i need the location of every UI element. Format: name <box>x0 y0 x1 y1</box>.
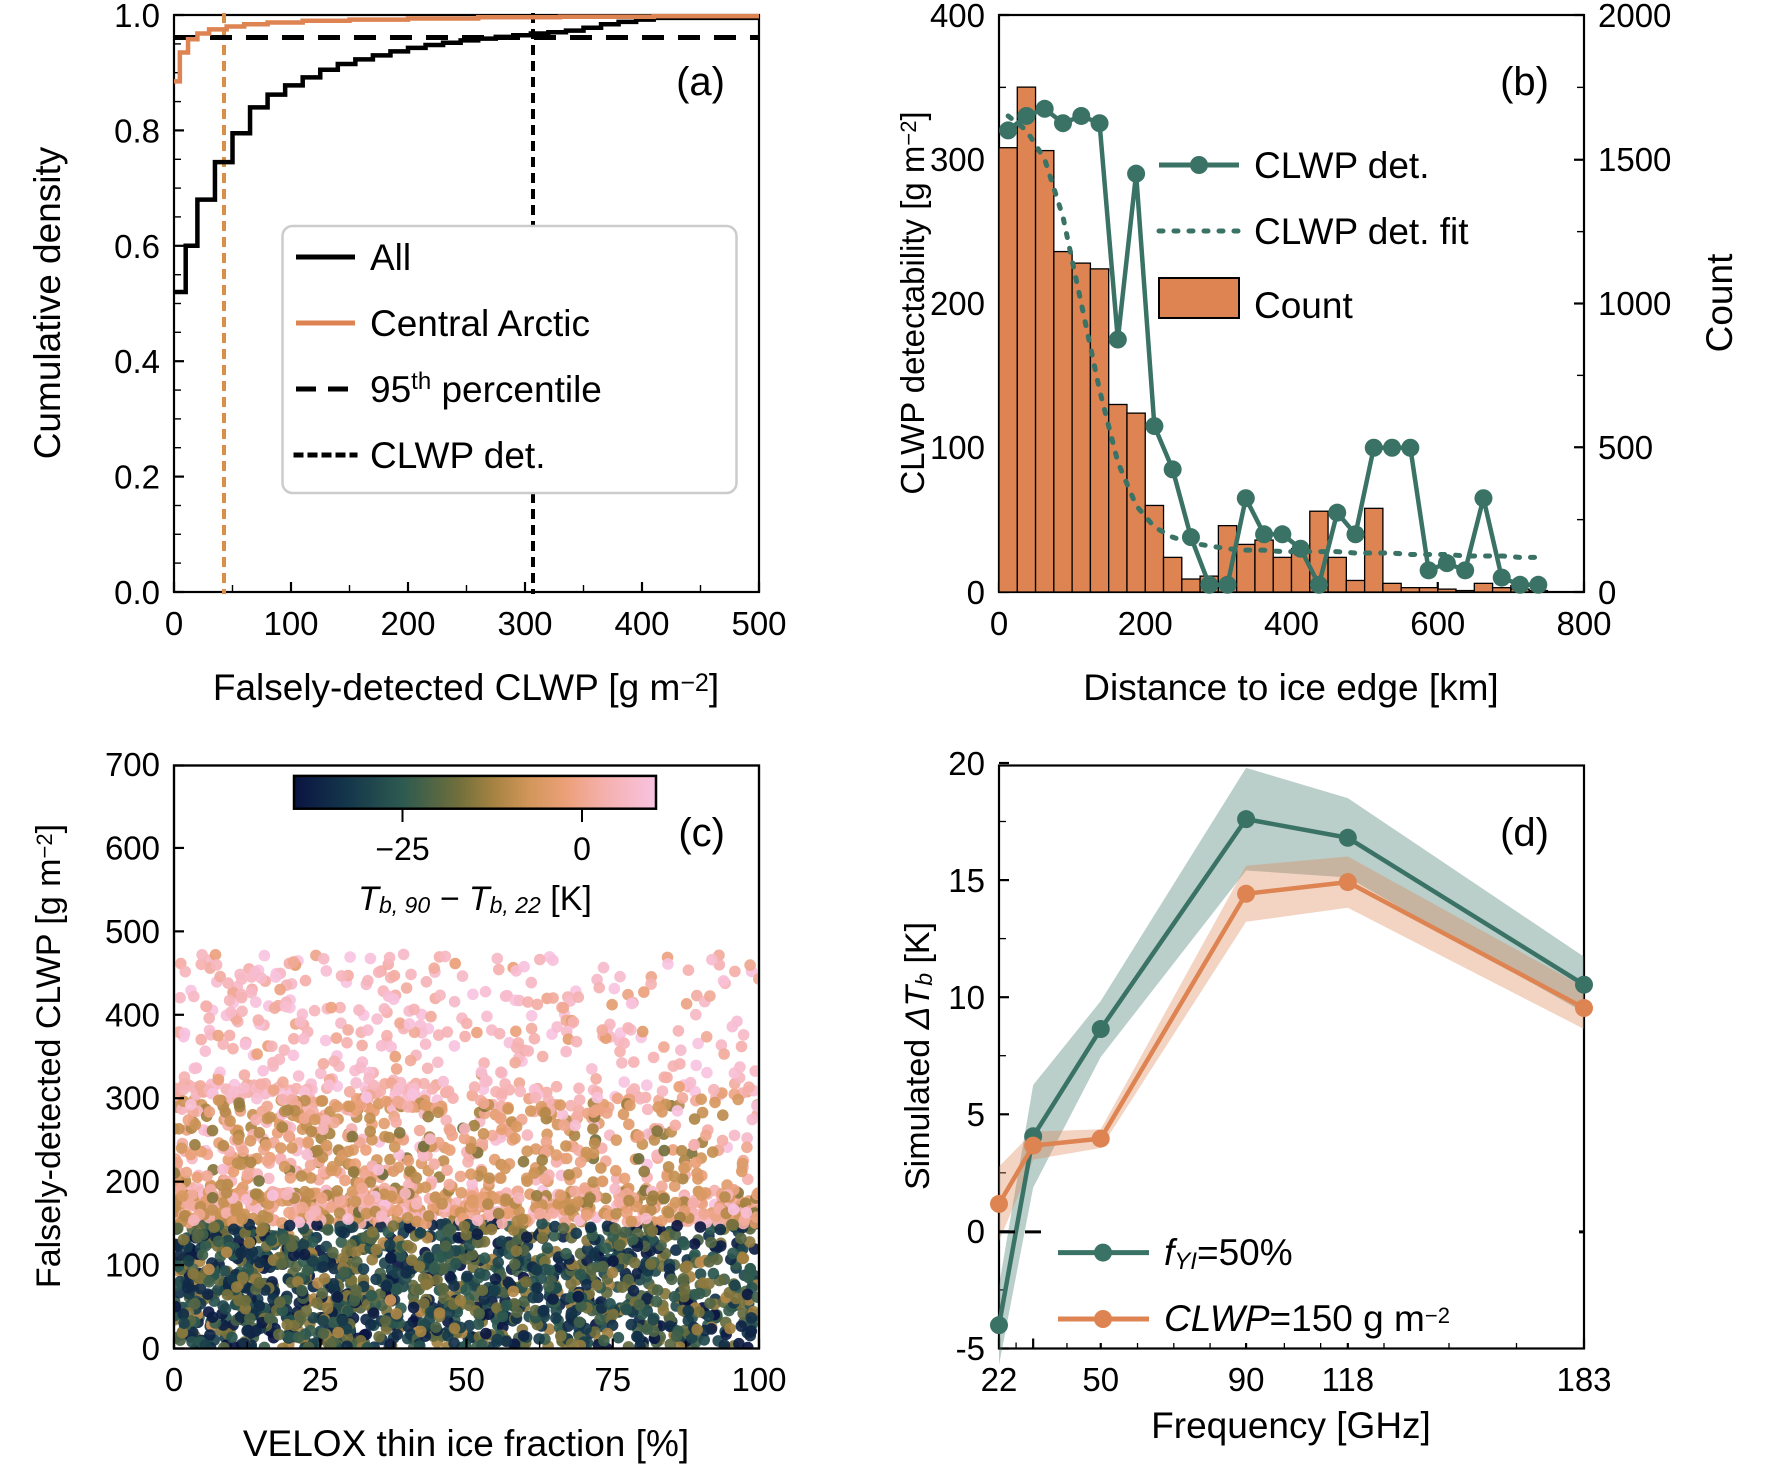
svg-text:0.0: 0.0 <box>114 574 160 611</box>
svg-text:300: 300 <box>930 141 985 178</box>
svg-text:0: 0 <box>1598 574 1616 611</box>
svg-text:100: 100 <box>105 1246 160 1283</box>
svg-text:400: 400 <box>930 0 985 34</box>
svg-text:−25: −25 <box>375 831 429 867</box>
svg-text:0: 0 <box>142 1330 160 1367</box>
svg-text:(d): (d) <box>1500 811 1549 855</box>
svg-text:10: 10 <box>948 979 985 1016</box>
svg-text:0: 0 <box>165 1361 183 1398</box>
svg-text:400: 400 <box>105 996 160 1033</box>
svg-text:VELOX thin ice fraction [%]: VELOX thin ice fraction [%] <box>243 1423 689 1464</box>
svg-text:CLWP detectability [g m−2]: CLWP detectability [g m−2] <box>894 111 931 494</box>
svg-text:Cumulative density: Cumulative density <box>27 146 68 459</box>
svg-text:CLWP det.: CLWP det. <box>1254 145 1429 186</box>
svg-text:22: 22 <box>981 1361 1018 1398</box>
svg-text:90: 90 <box>1228 1361 1265 1398</box>
svg-text:300: 300 <box>105 1079 160 1116</box>
svg-text:Distance to ice edge [km]: Distance to ice edge [km] <box>1083 667 1498 708</box>
svg-text:75: 75 <box>594 1361 631 1398</box>
svg-text:0: 0 <box>967 1213 985 1250</box>
svg-text:100: 100 <box>930 429 985 466</box>
svg-text:95th percentile: 95th percentile <box>370 368 602 411</box>
svg-text:500: 500 <box>105 912 160 949</box>
svg-text:50: 50 <box>1082 1361 1119 1398</box>
svg-text:CLWP=150 g m−2: CLWP=150 g m−2 <box>1164 1298 1450 1339</box>
svg-text:0.8: 0.8 <box>114 112 160 149</box>
svg-text:1000: 1000 <box>1598 285 1671 322</box>
svg-text:Count: Count <box>1699 253 1740 352</box>
svg-text:100: 100 <box>263 605 318 642</box>
svg-text:700: 700 <box>105 746 160 783</box>
svg-text:600: 600 <box>105 829 160 866</box>
svg-text:500: 500 <box>1598 429 1653 466</box>
svg-text:CLWP det.: CLWP det. <box>370 435 545 476</box>
svg-text:Falsely-detected CLWP [g m−2]: Falsely-detected CLWP [g m−2] <box>30 823 68 1287</box>
svg-text:200: 200 <box>380 605 435 642</box>
svg-text:Falsely-detected CLWP [g m−2]: Falsely-detected CLWP [g m−2] <box>213 667 719 708</box>
svg-text:5: 5 <box>967 1096 985 1133</box>
svg-text:Frequency [GHz]: Frequency [GHz] <box>1151 1405 1431 1446</box>
svg-text:All: All <box>370 237 411 278</box>
svg-text:1500: 1500 <box>1598 141 1671 178</box>
svg-text:500: 500 <box>731 605 786 642</box>
svg-text:2000: 2000 <box>1598 0 1671 34</box>
svg-text:Simulated ΔTb [K]: Simulated ΔTb [K] <box>899 921 937 1189</box>
svg-text:-5: -5 <box>956 1330 985 1367</box>
svg-text:Tb, 90 − Tb, 22 [K]: Tb, 90 − Tb, 22 [K] <box>358 880 592 918</box>
svg-text:25: 25 <box>302 1361 339 1398</box>
svg-text:118: 118 <box>1322 1361 1375 1398</box>
svg-text:15: 15 <box>948 862 985 899</box>
svg-text:400: 400 <box>1264 605 1319 642</box>
svg-text:400: 400 <box>614 605 669 642</box>
svg-text:100: 100 <box>731 1361 786 1398</box>
svg-text:600: 600 <box>1410 605 1465 642</box>
svg-text:(a): (a) <box>676 60 725 104</box>
svg-text:CLWP det. fit: CLWP det. fit <box>1254 211 1469 252</box>
svg-text:0: 0 <box>967 574 985 611</box>
svg-text:50: 50 <box>448 1361 485 1398</box>
svg-text:0.4: 0.4 <box>114 343 160 380</box>
svg-text:Count: Count <box>1254 285 1353 326</box>
svg-text:20: 20 <box>948 745 985 782</box>
svg-text:200: 200 <box>930 285 985 322</box>
svg-text:183: 183 <box>1556 1361 1611 1398</box>
svg-text:1.0: 1.0 <box>114 0 160 34</box>
svg-text:0: 0 <box>573 831 591 867</box>
svg-text:(b): (b) <box>1500 60 1549 104</box>
svg-text:0.2: 0.2 <box>114 459 160 496</box>
svg-text:200: 200 <box>1118 605 1173 642</box>
svg-text:300: 300 <box>497 605 552 642</box>
svg-text:Central Arctic: Central Arctic <box>370 303 590 344</box>
svg-text:0: 0 <box>165 605 183 642</box>
svg-text:200: 200 <box>105 1163 160 1200</box>
svg-text:0.6: 0.6 <box>114 228 160 265</box>
svg-text:(c): (c) <box>678 811 725 855</box>
svg-text:0: 0 <box>990 605 1008 642</box>
